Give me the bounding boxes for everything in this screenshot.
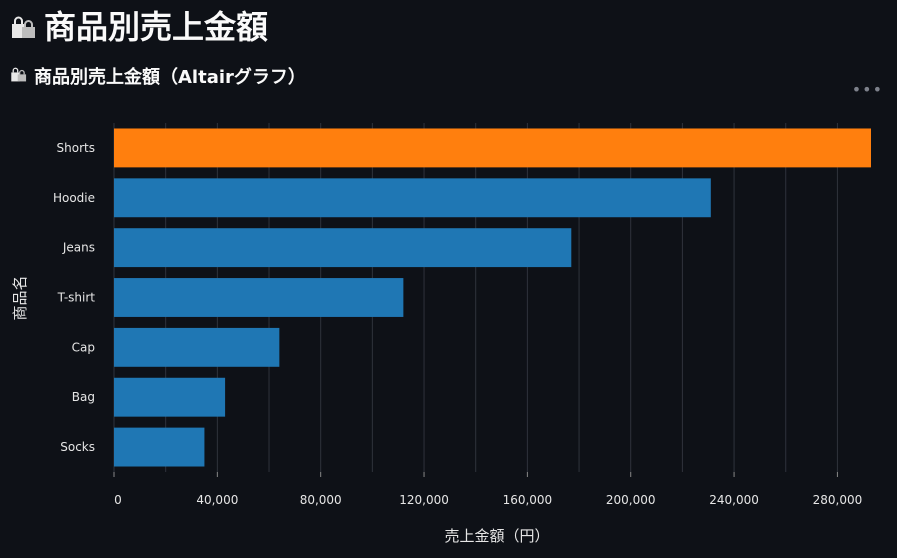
y-tick-label: Jeans [62,241,95,255]
y-tick-label: Cap [72,340,95,354]
bar-cap[interactable] [114,327,280,367]
x-tick-label: 160,000 [503,493,553,507]
y-tick-label: Socks [60,440,95,454]
chart-subtitle: 商品別売上金額（Altairグラフ） [10,66,306,90]
y-tick-label: Hoodie [53,191,95,205]
bar-shorts[interactable] [114,128,871,168]
chart-subtitle-text: 商品別売上金額（Altairグラフ） [34,67,306,88]
x-tick-label: 40,000 [196,493,238,507]
x-axis: 0 40,000 80,000 120,000 160,000 200,000 240,00… [113,472,863,507]
more-horizontal-icon[interactable]: ••• [851,80,883,99]
x-axis-title: 売上金額（円） [444,527,549,545]
shopping-bags-icon [10,66,28,90]
y-tick-label: Shorts [57,141,95,155]
bar-layer [114,128,871,467]
bar-jeans[interactable] [114,228,572,268]
y-axis-title: 商品名 [11,275,29,320]
bar-hoodie[interactable] [114,178,711,218]
page-title: 商品別売上金額 [10,6,268,50]
bar-socks[interactable] [114,427,205,467]
x-tick-label: 80,000 [300,493,342,507]
y-axis: Shorts Hoodie Jeans T-shirt Cap Bag Socks [53,141,95,454]
x-tick-label: 120,000 [399,493,449,507]
bar-t-shirt[interactable] [114,278,404,317]
y-tick-label: Bag [72,390,95,404]
y-tick-label: T-shirt [57,291,96,305]
shopping-bags-icon [10,8,38,50]
page-title-text: 商品別売上金額 [44,8,269,46]
x-tick-label: 200,000 [606,493,656,507]
x-tick-label: 0 [114,493,122,507]
x-tick-label: 240,000 [709,493,759,507]
bar-bag[interactable] [114,377,226,417]
x-tick-label: 280,000 [813,493,863,507]
